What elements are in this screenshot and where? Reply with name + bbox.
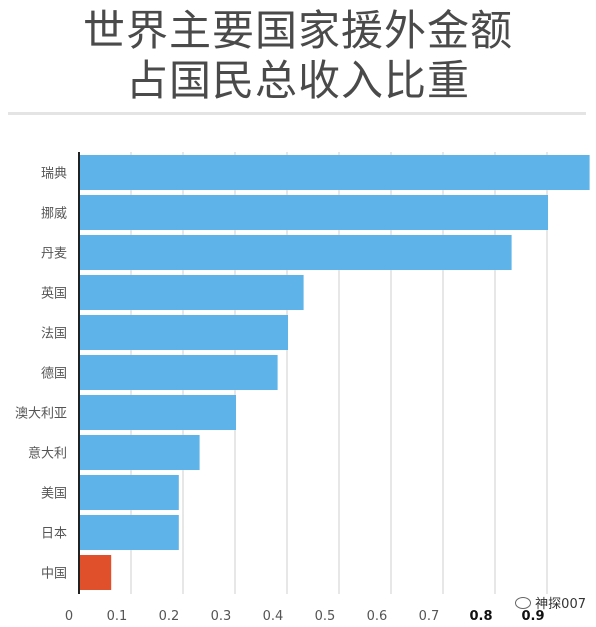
bar-10 (80, 515, 179, 550)
category-label: 意大利 (28, 446, 67, 462)
chart-title-line-1: 世界主要国家援外金额 (82, 6, 513, 55)
wechat-icon (515, 596, 532, 609)
x-tick-label: 0 (65, 609, 73, 624)
category-label: 德国 (41, 367, 67, 382)
bar-2 (80, 195, 548, 230)
bar-1 (80, 155, 590, 190)
bar-6 (80, 355, 278, 390)
bar-11 (80, 555, 112, 590)
bar-4 (80, 275, 304, 310)
category-label: 中国 (41, 567, 67, 582)
title-divider (8, 112, 586, 115)
x-tick-label: 0.1 (107, 609, 128, 624)
chart-title-line-2: 占国民总收入比重 (125, 56, 470, 105)
x-tick-label: 0.6 (367, 609, 388, 624)
x-tick-label: 0.2 (159, 609, 180, 624)
x-tick-label: 0.8 (469, 609, 492, 624)
x-tick-label: 0.7 (419, 609, 440, 624)
bar-5 (80, 315, 288, 350)
watermark-text: 神探007 (535, 597, 586, 612)
category-label: 英国 (41, 287, 67, 302)
x-tick-label: 0.3 (211, 609, 232, 624)
category-label: 澳大利亚 (15, 406, 67, 422)
x-tick-label: 0.5 (315, 609, 336, 624)
x-tick-label: 0.9 (521, 609, 544, 624)
category-label: 法国 (41, 327, 67, 342)
bar-8 (80, 435, 200, 470)
category-label: 挪威 (41, 207, 67, 222)
category-label: 日本 (41, 527, 67, 542)
bar-9 (80, 475, 179, 510)
bar-3 (80, 235, 512, 270)
category-label: 美国 (41, 487, 67, 502)
x-tick-label: 0.4 (263, 609, 284, 624)
category-label: 丹麦 (41, 247, 67, 262)
bar-7 (80, 395, 236, 430)
category-label: 瑞典 (41, 167, 67, 182)
watermark: 神探007 (515, 593, 586, 612)
